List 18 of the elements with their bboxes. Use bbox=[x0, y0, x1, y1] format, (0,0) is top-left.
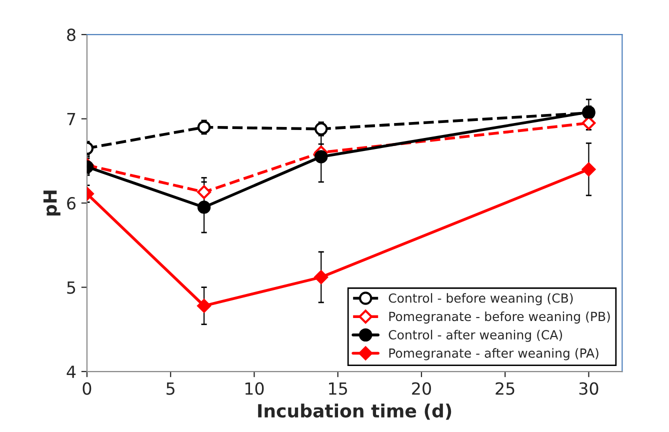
legend-label: Control - after weaning (CA) bbox=[388, 330, 562, 342]
x-tick-label: 0 bbox=[82, 382, 92, 395]
y-tick-label: 4 bbox=[66, 366, 76, 378]
y-tick-label: 8 bbox=[67, 28, 76, 42]
legend-label: Control - before weaning (CB) bbox=[388, 293, 573, 306]
x-tick-label: 5 bbox=[166, 382, 174, 395]
x-tick-label: 10 bbox=[245, 382, 264, 395]
legend-label: Pomegranate - before weaning (PB) bbox=[389, 311, 610, 324]
x-tick-label: 30 bbox=[579, 382, 598, 395]
y-tick-label: 7 bbox=[67, 112, 76, 126]
x-tick-label: 15 bbox=[329, 382, 347, 395]
legend-label: Pomegranate - after weaning (PA) bbox=[389, 348, 598, 360]
y-tick-label: 6 bbox=[67, 197, 76, 210]
x-tick-label: 20 bbox=[412, 382, 431, 395]
y-tick-label: 5 bbox=[67, 281, 76, 294]
x-tick-label: 25 bbox=[496, 382, 514, 395]
y-axis-title: pH bbox=[43, 190, 60, 216]
x-axis-title: Incubation time (d) bbox=[258, 404, 452, 420]
